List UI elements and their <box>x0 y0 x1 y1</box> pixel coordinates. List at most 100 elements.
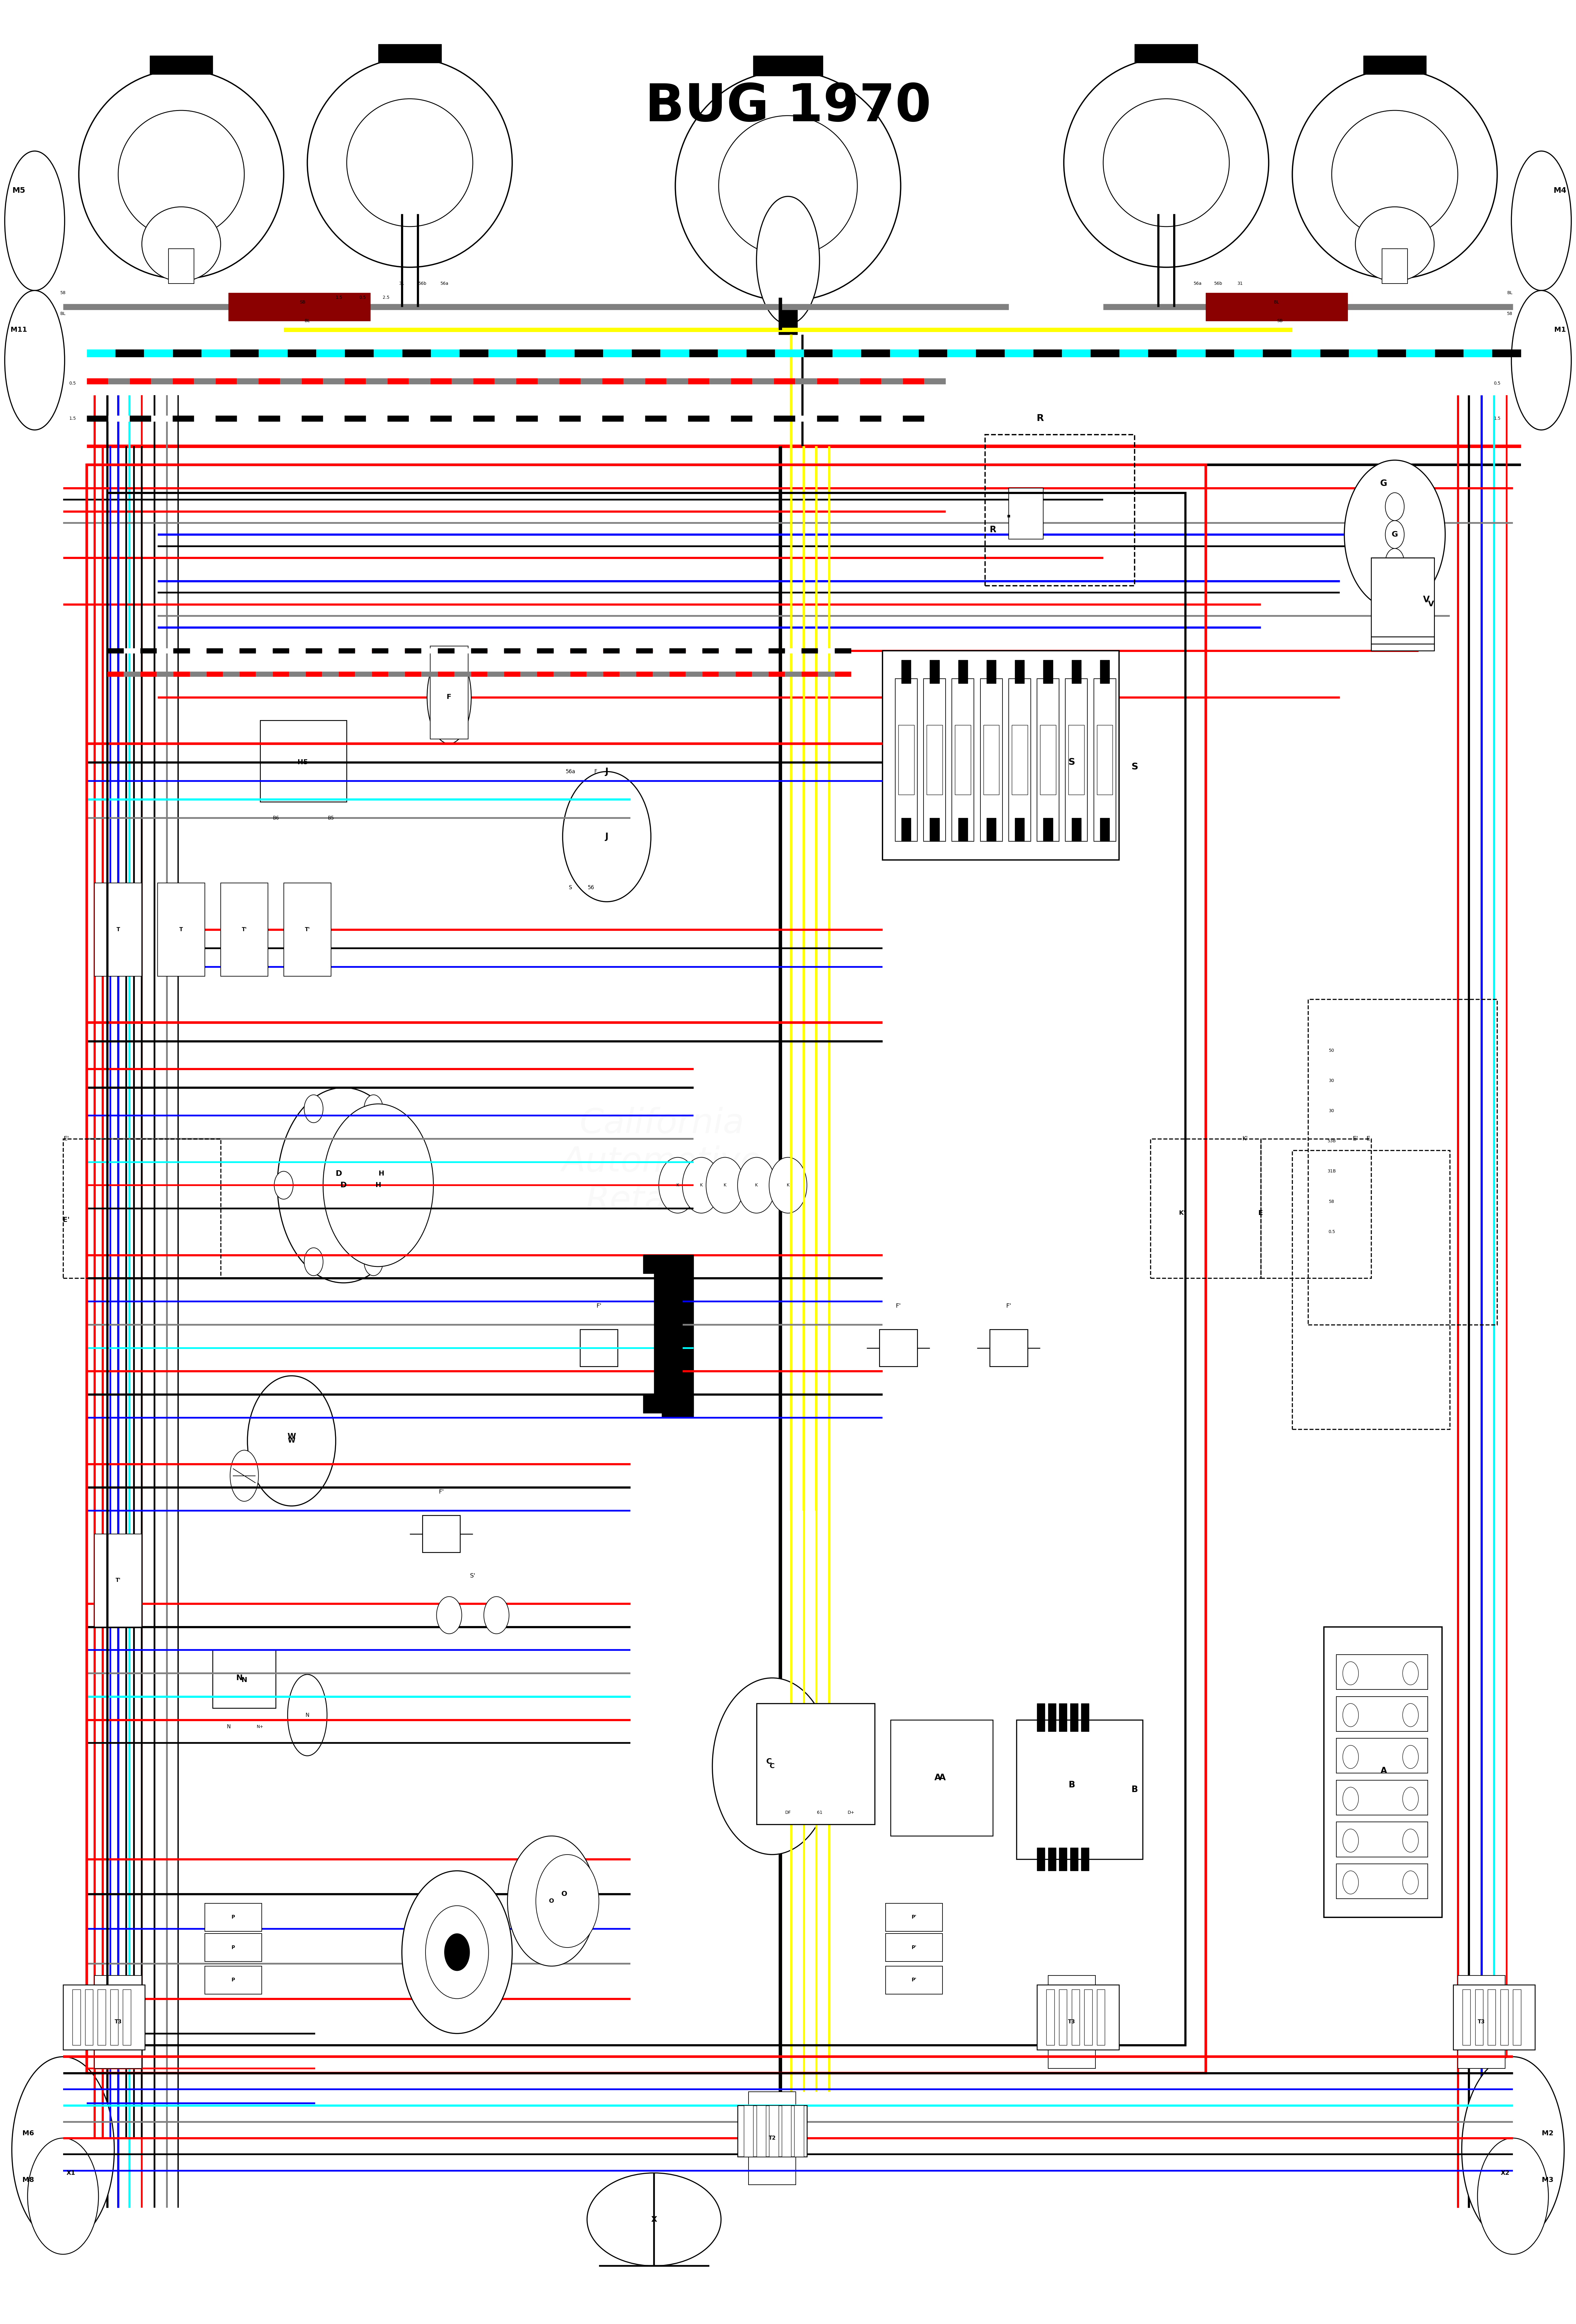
Bar <box>654 1267 682 1406</box>
Text: K': K' <box>1179 1211 1185 1215</box>
Circle shape <box>484 1597 509 1634</box>
Text: 2.5: 2.5 <box>383 295 389 300</box>
Circle shape <box>1403 1829 1418 1852</box>
Bar <box>1072 660 1081 683</box>
Text: A: A <box>935 1773 941 1783</box>
Text: F: F <box>594 769 597 774</box>
Text: P': P' <box>911 1978 917 1982</box>
Text: 0.5: 0.5 <box>1494 381 1500 386</box>
Bar <box>958 660 968 683</box>
Text: T: T <box>180 927 183 932</box>
Text: S: S <box>1132 762 1138 772</box>
Circle shape <box>402 1871 512 2034</box>
Bar <box>749 2092 796 2185</box>
Bar <box>886 1966 942 1994</box>
Bar <box>1015 818 1024 841</box>
Text: P': P' <box>911 1915 917 1920</box>
Bar <box>1336 1780 1428 1815</box>
Bar <box>985 435 1135 586</box>
Text: 56a: 56a <box>566 769 575 774</box>
Bar <box>1081 1848 1089 1871</box>
Text: T2: T2 <box>769 2136 775 2140</box>
Bar <box>886 1934 942 1961</box>
Text: T': T' <box>304 927 310 932</box>
Bar <box>1048 1848 1056 1871</box>
Text: B: B <box>1069 1780 1075 1789</box>
Text: H5: H5 <box>298 760 307 765</box>
Bar <box>63 1139 221 1278</box>
Bar <box>1206 293 1347 321</box>
Ellipse shape <box>1064 58 1269 267</box>
Text: J: J <box>605 832 608 841</box>
Ellipse shape <box>1511 290 1571 430</box>
Text: ■: ■ <box>1007 514 1010 518</box>
Text: T3: T3 <box>1478 2020 1485 2024</box>
Bar <box>221 883 268 976</box>
Bar <box>169 249 194 284</box>
Bar <box>284 883 331 976</box>
Text: N+: N+ <box>257 1724 263 1729</box>
Bar <box>886 1903 942 1931</box>
Text: S: S <box>569 885 572 890</box>
Bar <box>1048 1703 1056 1731</box>
Bar <box>1040 725 1056 795</box>
Circle shape <box>304 1095 323 1122</box>
Circle shape <box>247 1376 336 1506</box>
Text: N: N <box>241 1678 247 1683</box>
Bar <box>1150 1139 1261 1278</box>
Bar <box>1009 488 1043 539</box>
Text: N: N <box>306 1713 309 1717</box>
Bar <box>150 56 213 74</box>
Ellipse shape <box>118 109 244 239</box>
Bar <box>1081 1703 1089 1731</box>
Bar <box>1463 1989 1470 2045</box>
Bar <box>1336 1864 1428 1899</box>
Text: C: C <box>769 1764 775 1769</box>
Text: 1.5: 1.5 <box>336 295 342 300</box>
Bar <box>260 720 347 802</box>
Text: V: V <box>1428 600 1434 609</box>
Bar <box>794 2106 804 2157</box>
Bar <box>85 1989 93 2045</box>
Text: H: H <box>375 1183 381 1188</box>
Circle shape <box>304 1248 323 1276</box>
Ellipse shape <box>347 98 473 228</box>
Text: 30: 30 <box>1329 1109 1335 1113</box>
Text: 58: 58 <box>60 290 66 295</box>
Text: 50: 50 <box>1329 1048 1335 1053</box>
Text: G: G <box>1381 479 1387 488</box>
Bar <box>924 679 946 841</box>
Bar <box>753 56 823 77</box>
Text: G: G <box>1392 530 1398 539</box>
Bar <box>1048 1975 1095 2068</box>
Circle shape <box>323 1104 433 1267</box>
Text: N: N <box>236 1673 243 1683</box>
Text: 1.5: 1.5 <box>69 416 76 421</box>
Text: X: X <box>651 2215 657 2224</box>
Circle shape <box>1403 1745 1418 1769</box>
Text: W: W <box>287 1432 296 1441</box>
Ellipse shape <box>230 1450 258 1501</box>
Text: 56a: 56a <box>440 281 449 286</box>
Bar <box>930 660 939 683</box>
Ellipse shape <box>5 151 65 290</box>
Bar <box>98 1989 106 2045</box>
Bar <box>1097 725 1113 795</box>
Circle shape <box>1344 460 1445 609</box>
Bar <box>1017 1720 1143 1859</box>
Bar <box>1065 679 1087 841</box>
Text: D: D <box>340 1181 347 1190</box>
Bar <box>983 725 999 795</box>
Circle shape <box>738 1157 775 1213</box>
Text: 58: 58 <box>1507 311 1513 316</box>
Text: S': S' <box>470 1573 476 1578</box>
Ellipse shape <box>13 2057 115 2243</box>
Circle shape <box>364 1095 383 1122</box>
Bar <box>1015 660 1024 683</box>
Text: K: K <box>676 1183 679 1188</box>
Bar <box>1458 1975 1505 2068</box>
Bar <box>756 1703 875 1824</box>
Bar <box>930 818 939 841</box>
Bar <box>952 679 974 841</box>
Text: F': F' <box>438 1490 444 1494</box>
